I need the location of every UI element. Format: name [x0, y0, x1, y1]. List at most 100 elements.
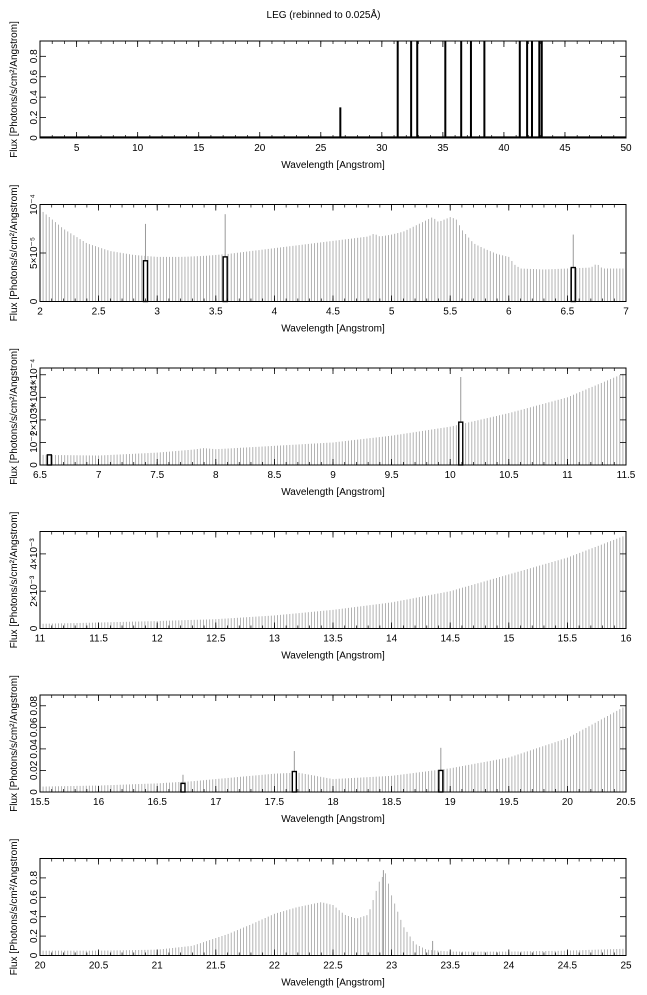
x-tick-label: 18 — [327, 797, 339, 808]
y-tick-label: 10⁻⁴ — [29, 194, 40, 215]
x-tick-label: 15.5 — [558, 634, 578, 645]
figure-title: LEG (rebinned to 0.025Å) — [266, 10, 381, 21]
line-box — [222, 256, 228, 303]
y-axis-label: Flux [Photons/s/cm²/Angstrom] — [9, 348, 20, 485]
x-tick-label: 13.5 — [323, 634, 343, 645]
x-tick-label: 24.5 — [558, 961, 578, 972]
y-tick-label: 5×10⁻⁵ — [29, 237, 40, 269]
x-tick-label: 21.5 — [206, 961, 226, 972]
x-tick-label: 23 — [386, 961, 398, 972]
x-tick-label: 22 — [269, 961, 281, 972]
x-axis-label: Wavelength [Angstrom] — [281, 487, 385, 498]
x-axis-label: Wavelength [Angstrom] — [281, 978, 385, 989]
x-tick-label: 7 — [96, 470, 102, 481]
x-tick-label: 11 — [35, 634, 46, 645]
x-tick-label: 30 — [376, 143, 388, 154]
y-tick-label: 0.04 — [29, 739, 40, 759]
panel-6: 20 20.5 21 21.5 22 22.5 23 23.5 24 24.5 25 0 0.2 0.4 0… — [9, 838, 632, 988]
x-tick-label: 20 — [562, 797, 574, 808]
x-axis-label: Wavelength [Angstrom] — [281, 814, 385, 825]
line-box — [291, 770, 298, 793]
x-tick-label: 4.5 — [326, 307, 340, 318]
x-tick-label: 9.5 — [385, 470, 399, 481]
x-tick-label: 6.5 — [560, 307, 574, 318]
x-tick-label: 12 — [152, 634, 164, 645]
x-tick-label: 14 — [386, 634, 398, 645]
x-tick-label: 20.5 — [616, 797, 636, 808]
y-tick-label: 0.6 — [29, 890, 40, 904]
y-tick-label: 4×10⁻³ — [29, 538, 40, 570]
y-tick-label: 0.08 — [29, 696, 40, 716]
x-tick-label: 14.5 — [440, 634, 460, 645]
x-tick-label: 50 — [620, 143, 632, 154]
y-tick-label: 0 — [29, 625, 40, 631]
x-tick-label: 21 — [152, 961, 164, 972]
x-tick-label: 18.5 — [382, 797, 402, 808]
panel-5: 15.5 16 16.5 17 17.5 18 18.5 19 19.5 20 20.500.020… — [9, 675, 636, 825]
y-tick-label: 0.6 — [29, 69, 40, 83]
x-tick-label: 15 — [193, 143, 205, 154]
x-tick-label: 3 — [154, 307, 160, 318]
x-tick-label: 8 — [213, 470, 219, 481]
x-tick-label: 13 — [269, 634, 281, 645]
x-tick-label: 5 — [389, 307, 395, 318]
x-tick-label: 17 — [210, 797, 222, 808]
x-tick-label: 16 — [93, 797, 105, 808]
panel-3: 6.5 7 7.5 8 8.5 9 9.5 10 10.5 11 11.5 0 10⁻⁴2×10⁻⁴3×… — [9, 348, 636, 498]
x-tick-label: 17.5 — [265, 797, 285, 808]
x-tick-label: 23.5 — [440, 961, 460, 972]
x-tick-label: 5 — [74, 143, 80, 154]
x-tick-label: 10.5 — [499, 470, 519, 481]
y-tick-label: 0.02 — [29, 760, 40, 780]
x-tick-label: 15.5 — [30, 797, 50, 808]
x-axis-label: Wavelength [Angstrom] — [281, 324, 385, 335]
y-tick-label: 0.8 — [29, 49, 40, 63]
x-tick-label: 7 — [623, 307, 629, 318]
y-tick-label: 0.4 — [29, 90, 40, 104]
y-tick-label: 0 — [29, 952, 40, 958]
panel-2: 2 2.5 3 3.5 4 4.5 5 5.5 6 6.5 7 0 5×10⁻⁵ 10⁻⁴ Waveleng… — [9, 184, 629, 334]
x-axis-label: Wavelength [Angstrom] — [281, 160, 385, 171]
x-tick-label: 22.5 — [323, 961, 343, 972]
x-tick-label: 11.5 — [617, 470, 636, 481]
x-tick-label: 2 — [37, 307, 43, 318]
y-axis-label: Flux [Photons/s/cm²/Angstrom] — [9, 675, 20, 812]
x-tick-label: 25 — [315, 143, 327, 154]
x-tick-label: 9 — [330, 470, 336, 481]
line-box — [142, 260, 149, 303]
x-tick-label: 20.5 — [89, 961, 109, 972]
y-axis-label: Flux [Photons/s/cm²/Angstrom] — [9, 511, 20, 648]
x-tick-label: 35 — [437, 143, 449, 154]
x-tick-label: 4 — [272, 307, 278, 318]
x-tick-label: 15 — [503, 634, 515, 645]
x-tick-label: 11 — [562, 470, 573, 481]
x-tick-label: 8.5 — [267, 470, 281, 481]
x-tick-label: 12.5 — [206, 634, 226, 645]
y-tick-label: 2×10⁻³ — [29, 575, 40, 607]
x-tick-label: 2.5 — [92, 307, 106, 318]
x-tick-label: 3.5 — [209, 307, 223, 318]
x-tick-label: 25 — [620, 961, 632, 972]
x-tick-label: 19.5 — [499, 797, 519, 808]
x-tick-label: 16.5 — [147, 797, 167, 808]
y-tick-label: 0 — [29, 462, 40, 468]
panel-4: 11 11.5 12 12.5 13 13.5 14 14.5 15 15.5 16 0 2×10⁻³ 4… — [9, 511, 632, 661]
x-tick-label: 5.5 — [443, 307, 457, 318]
x-tick-label: 6 — [506, 307, 512, 318]
line-box — [438, 769, 444, 793]
panel-1: 5 10 15 20 25 30 35 40 45 50 0 0.2 0.4 0.6 0.8 Waveleng… — [9, 21, 632, 171]
y-tick-label: 0.06 — [29, 717, 40, 737]
y-tick-label: 0 — [29, 135, 40, 141]
y-tick-label: 0 — [29, 298, 40, 304]
x-tick-label: 40 — [498, 143, 510, 154]
x-tick-label: 10 — [445, 470, 457, 481]
line-box — [180, 782, 186, 793]
x-tick-label: 6.5 — [33, 470, 47, 481]
x-tick-label: 24 — [503, 961, 515, 972]
x-tick-label: 7.5 — [150, 470, 164, 481]
y-tick-label: 2×10⁻⁴ — [29, 404, 40, 436]
x-tick-label: 10 — [132, 143, 144, 154]
x-axis-label: Wavelength [Angstrom] — [281, 651, 385, 662]
y-tick-label: 0.8 — [29, 871, 40, 885]
y-tick-label: 0 — [29, 789, 40, 795]
